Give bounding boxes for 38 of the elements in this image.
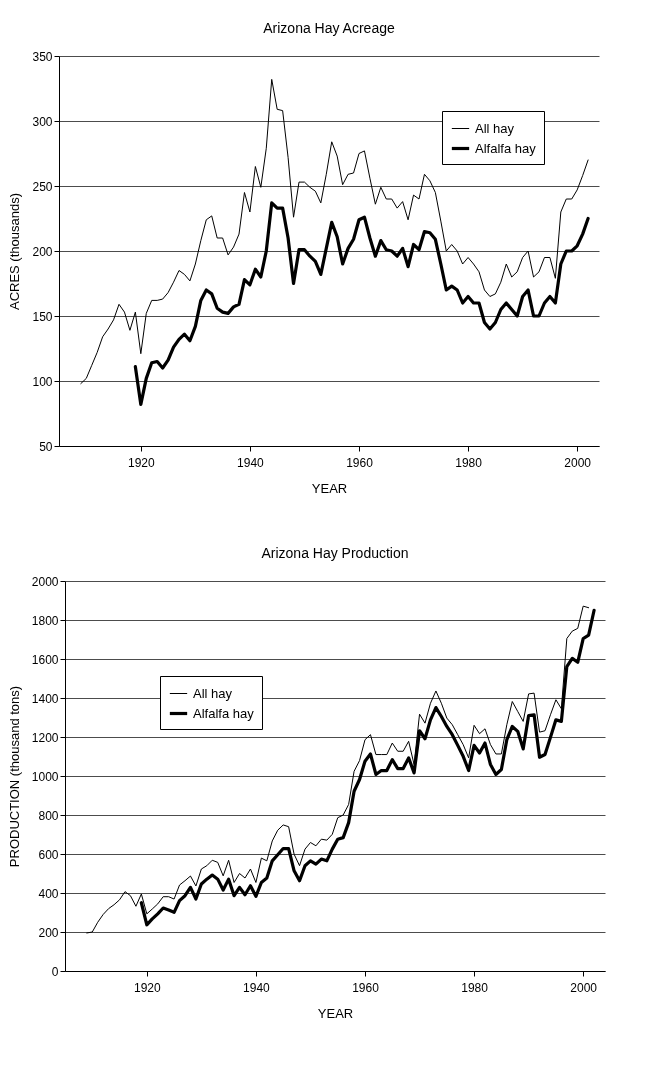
y-tick-label: 200: [32, 244, 53, 259]
y-tick-label: 1600: [31, 652, 59, 667]
x-tick-label: 1940: [237, 455, 265, 470]
y-tick-label: 300: [32, 114, 53, 129]
y-tick-label: 2000: [31, 574, 59, 589]
x-tick-label: 1980: [455, 455, 483, 470]
x-tick-label: 1920: [127, 455, 155, 470]
y-tick-label: 0: [51, 964, 59, 979]
chart-title: Arizona Hay Acreage: [263, 20, 395, 36]
legend-label: Alfalfa hay: [475, 140, 537, 156]
x-tick-label: 1920: [133, 980, 161, 995]
legend-label: All hay: [475, 120, 515, 136]
x-tick-label: 1980: [461, 980, 489, 995]
legend-label: All hay: [193, 685, 233, 701]
legend-label: Alfalfa hay: [193, 705, 255, 721]
x-axis-title: YEAR: [311, 480, 348, 496]
y-tick-label: 150: [32, 309, 53, 324]
y-tick-label: 1000: [31, 769, 59, 784]
y-tick-label: 400: [38, 886, 59, 901]
y-tick-label: 1400: [31, 691, 59, 706]
x-tick-label: 1940: [243, 980, 271, 995]
y-tick-label: 1800: [31, 613, 59, 628]
y-axis-title: PRODUCTION (thousand tons): [6, 685, 22, 868]
y-tick-label: 350: [32, 49, 53, 64]
y-tick-label: 800: [38, 808, 59, 823]
y-tick-label: 250: [32, 179, 53, 194]
y-tick-label: 1200: [31, 730, 59, 745]
chart-title: Arizona Hay Production: [261, 545, 409, 561]
x-tick-label: 1960: [352, 980, 380, 995]
y-tick-label: 100: [32, 374, 53, 389]
y-axis-title: ACRES (thousands): [7, 192, 23, 311]
x-axis-title: YEAR: [317, 1005, 354, 1021]
x-tick-label: 1960: [346, 455, 374, 470]
x-tick-label: 2000: [570, 980, 598, 995]
x-tick-label: 2000: [564, 455, 592, 470]
y-tick-label: 50: [39, 439, 53, 454]
y-tick-label: 600: [38, 847, 59, 862]
y-tick-label: 200: [38, 925, 59, 940]
